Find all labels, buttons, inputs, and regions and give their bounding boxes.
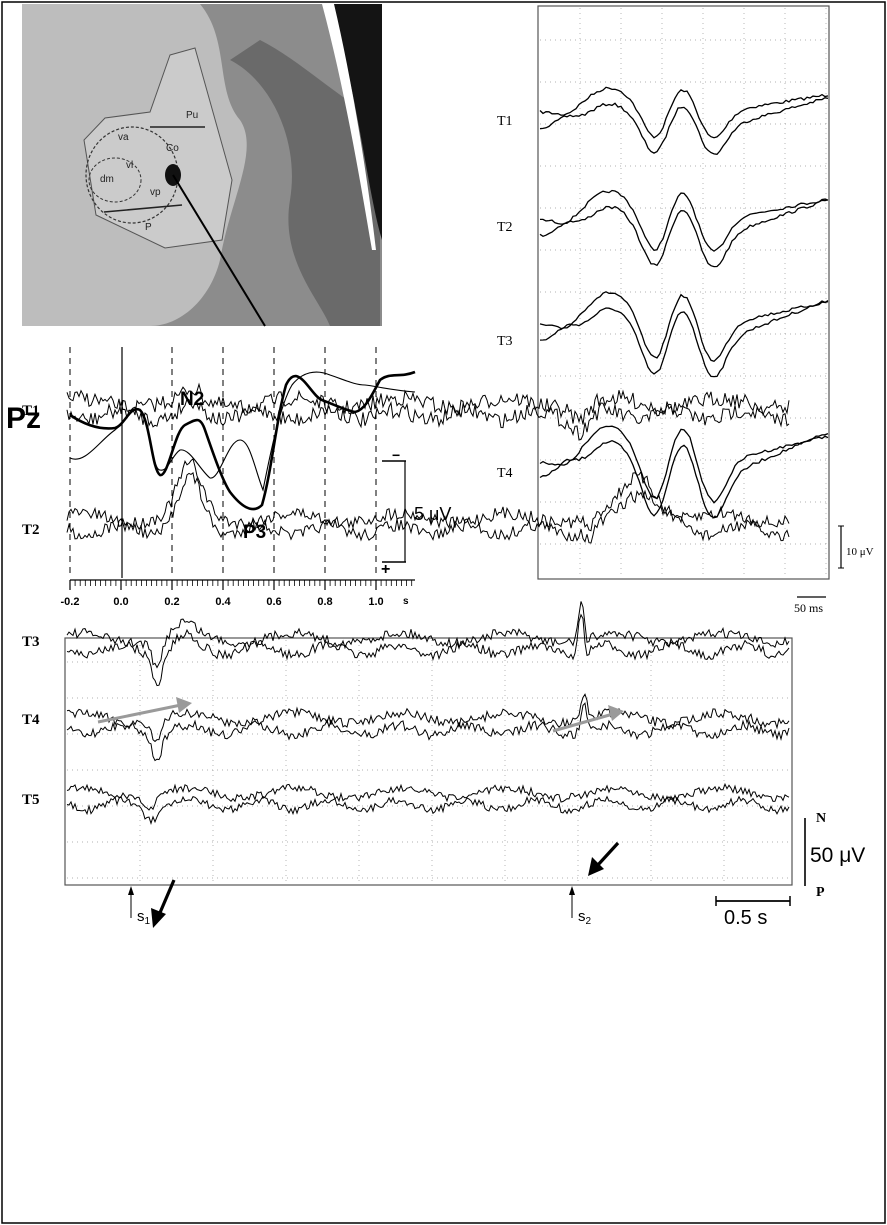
- erp-electrode-label: Pz: [6, 402, 41, 435]
- electrode-track: [172, 174, 266, 327]
- raw-trace-label: T5: [22, 792, 40, 808]
- gray-arrow-1: [97, 703, 182, 724]
- avg-trace: [539, 300, 829, 378]
- dm-nucleus-outline: [88, 157, 142, 203]
- black-arrow-2-head: [588, 857, 604, 876]
- atlas-overlay: [83, 47, 233, 249]
- avg-trace-label: T3: [497, 334, 513, 349]
- averaged-panel: T1 T2 T3 T4 10 μV 50 ms: [497, 5, 874, 615]
- region-label-vp: vp: [150, 187, 161, 198]
- averaged-frame: [537, 5, 830, 580]
- avg-trace: [539, 425, 829, 504]
- svg-text:s1: s1: [137, 908, 151, 927]
- raw-trace: [66, 472, 790, 544]
- erp-x-unit: s: [403, 596, 409, 607]
- raw-trace: [66, 398, 790, 441]
- erp-tick-label: 0.6: [266, 596, 281, 608]
- atlas-line-2: [103, 204, 183, 213]
- erp-tick-label: 0.8: [317, 596, 332, 608]
- erp-scale-label: 5 μV: [414, 504, 451, 524]
- svg-text:s2: s2: [578, 908, 592, 927]
- region-label-vl: vl: [126, 160, 133, 171]
- region-label-p: P: [145, 222, 152, 233]
- avg-trace: [539, 291, 829, 363]
- stimulus-marker-s1: s1: [128, 886, 151, 927]
- raw-trace-label: T1: [22, 403, 40, 419]
- region-label-co: Co: [166, 143, 179, 154]
- region-label-dm: dm: [100, 174, 114, 185]
- gray-arrow-1-head: [176, 697, 192, 713]
- raw-trace-label: T4: [22, 712, 40, 728]
- raw-time-scale: 0.5 s: [724, 907, 767, 929]
- erp-component-n2: N2: [180, 389, 204, 410]
- region-label-pu: Pu: [186, 110, 198, 121]
- avg-trace-label: T4: [497, 466, 513, 481]
- raw-trace: [66, 693, 790, 743]
- ct-dark-region: [230, 40, 380, 326]
- erp-tick-label: -0.2: [61, 596, 80, 608]
- ct-white-rim: [322, 4, 376, 250]
- erp-tick-label: 0.4: [215, 596, 231, 608]
- erp-polarity-pos: +: [381, 561, 390, 578]
- erp-tick-label: 0.0: [113, 596, 128, 608]
- raw-amp-scale: 50 μV: [810, 844, 865, 867]
- raw-trace: [66, 382, 790, 425]
- stim1-letter: s: [137, 908, 145, 925]
- stim2-subscript: 2: [586, 916, 592, 927]
- avg-trace: [539, 432, 829, 519]
- avg-trace: [539, 199, 829, 268]
- avg-trace-label: T1: [497, 114, 513, 129]
- erp-tick-label: 0.2: [164, 596, 179, 608]
- avg-trace-label: T2: [497, 220, 513, 235]
- ct-image-panel: va vl dm vp Co Pu P: [22, 4, 382, 327]
- avg-trace: [539, 97, 829, 155]
- erp-component-p3: P3: [243, 522, 266, 543]
- erp-tick-label: 1.0: [368, 596, 383, 608]
- region-label-va: va: [118, 132, 129, 143]
- averaged-time-scale: 50 ms: [794, 601, 823, 615]
- avg-trace: [540, 189, 829, 252]
- raw-trace: [66, 613, 790, 687]
- ct-black-edge: [330, 4, 382, 240]
- stim2-letter: s: [578, 908, 586, 925]
- raw-trace: [66, 795, 790, 825]
- raw-trace: [66, 458, 790, 532]
- raw-trace-label: T3: [22, 634, 40, 650]
- raw-trace: [66, 782, 790, 811]
- black-arrow-2: [595, 841, 620, 868]
- raw-trace-label: T2: [22, 522, 40, 538]
- avg-trace: [539, 86, 829, 139]
- gray-arrow-2-head: [608, 705, 624, 721]
- erp-panel: Pz -0.2 0.0 0.2 0.4 0.6 0.8 1.0 s N2 P3 − + 5 …: [6, 347, 451, 608]
- gray-arrow-2: [552, 712, 614, 733]
- raw-polarity-n: N: [816, 811, 826, 826]
- raw-trace: [66, 702, 790, 762]
- erp-polarity-neg: −: [392, 447, 400, 463]
- erp-waveform-thin: [69, 371, 416, 492]
- averaged-amp-scale: 10 μV: [846, 546, 874, 558]
- black-arrow-1-head: [151, 908, 166, 928]
- black-arrow-1: [157, 879, 176, 916]
- raw-polarity-p: P: [816, 885, 825, 900]
- stimulus-marker-s2: s2: [569, 886, 592, 927]
- stim1-subscript: 1: [145, 916, 151, 927]
